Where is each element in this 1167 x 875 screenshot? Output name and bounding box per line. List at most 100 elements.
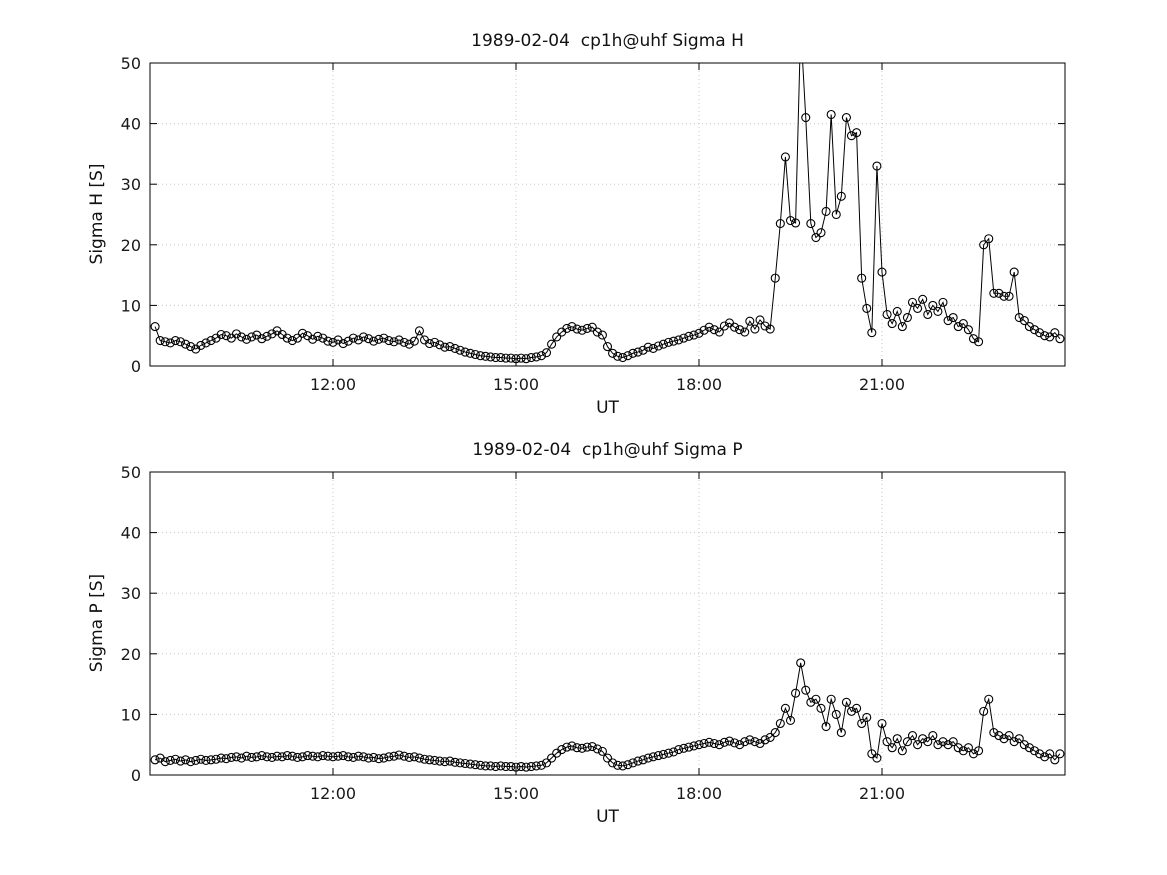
data-point-marker: [318, 333, 328, 343]
data-point-marker: [994, 731, 1004, 741]
data-point-marker: [592, 327, 602, 337]
data-point-marker: [841, 697, 851, 707]
data-point-marker: [516, 761, 526, 772]
data-point-marker: [262, 331, 272, 341]
data-point-marker: [648, 343, 658, 353]
data-point-marker: [206, 755, 216, 765]
data-point-marker: [287, 335, 297, 346]
data-point-marker: [775, 718, 785, 729]
data-point-marker: [907, 731, 918, 741]
data-point-marker: [867, 328, 877, 338]
data-point-marker: [379, 753, 389, 763]
data-point-marker: [714, 327, 724, 337]
data-point-marker: [658, 339, 668, 349]
data-point-marker: [719, 737, 729, 747]
data-point-marker: [974, 746, 984, 756]
data-point-marker: [852, 703, 862, 713]
data-point-marker: [475, 760, 485, 770]
data-point-marker: [150, 322, 160, 332]
x-tick-label: 21:00: [859, 375, 905, 394]
data-point-marker: [409, 336, 419, 346]
data-point-marker: [506, 353, 516, 363]
sigma-p-title: 1989-02-04 cp1h@uhf Sigma P: [472, 440, 743, 460]
data-point-marker: [491, 352, 501, 363]
data-point-marker: [796, 658, 806, 668]
sigma-h-plot-area: 12:00 15:00 18:00 21:00 0 10 20 30 40 50: [121, 54, 1066, 394]
data-point-marker: [247, 752, 257, 762]
data-point-marker: [323, 336, 333, 346]
data-point-marker: [974, 337, 984, 347]
data-point-marker: [923, 737, 933, 747]
data-point-marker: [984, 694, 994, 704]
data-point-marker: [364, 753, 374, 763]
data-point-marker: [536, 351, 546, 361]
data-point-marker: [374, 754, 384, 764]
data-point-marker: [979, 706, 989, 716]
data-point-marker: [1009, 267, 1019, 277]
data-point-marker: [465, 348, 475, 358]
y-tick-label: 0: [131, 357, 141, 376]
data-point-marker: [511, 354, 521, 364]
data-point-marker: [374, 334, 384, 344]
data-point-marker: [785, 216, 796, 226]
data-point-marker: [1035, 328, 1045, 338]
data-point-marker: [257, 334, 267, 344]
data-point-marker: [689, 741, 699, 751]
data-point-marker: [1029, 746, 1040, 756]
data-point-marker: [704, 737, 714, 747]
data-point-marker: [480, 761, 491, 771]
data-point-marker: [857, 718, 867, 729]
data-point-marker: [287, 751, 297, 761]
data-point-marker: [379, 333, 389, 343]
data-point-marker: [730, 322, 740, 332]
data-point-marker: [343, 752, 353, 762]
data-point-marker: [638, 755, 648, 765]
data-point-marker: [791, 218, 801, 228]
data-point-marker: [882, 737, 892, 747]
data-point-marker: [297, 328, 308, 338]
data-point-marker: [567, 322, 577, 332]
data-point-marker: [562, 323, 572, 333]
data-point-marker: [231, 329, 241, 339]
data-point-marker: [216, 329, 226, 340]
data-point-marker: [175, 337, 186, 347]
data-point-marker: [435, 756, 445, 766]
data-point-marker: [968, 749, 979, 759]
data-point-marker: [440, 757, 450, 767]
data-point-marker: [165, 755, 175, 766]
data-point-marker: [826, 109, 836, 120]
data-point-marker: [399, 337, 409, 347]
data-point-marker: [628, 758, 638, 768]
data-point-marker: [282, 333, 292, 343]
data-point-marker: [389, 337, 399, 347]
data-point-marker: [435, 340, 445, 350]
data-point-marker: [943, 740, 953, 750]
data-point-marker: [160, 337, 170, 347]
data-point-marker: [440, 342, 450, 352]
data-point-marker: [846, 131, 857, 141]
data-point-marker: [943, 315, 953, 326]
data-point-marker: [704, 322, 714, 332]
x-tick-label: 18:00: [676, 375, 722, 394]
data-point-marker: [547, 339, 557, 349]
data-point-marker: [882, 309, 892, 320]
data-point-marker: [653, 751, 663, 761]
data-point-marker: [623, 760, 633, 770]
data-point-marker: [770, 728, 780, 738]
data-point-marker: [536, 760, 546, 770]
data-point-marker: [465, 759, 475, 769]
data-point-marker: [963, 325, 973, 335]
data-point-marker: [913, 303, 923, 313]
data-point-marker: [491, 761, 501, 772]
data-point-marker: [364, 334, 374, 344]
data-point-marker: [724, 736, 735, 746]
data-point-marker: [430, 337, 440, 347]
data-point-marker: [343, 336, 353, 346]
data-point-marker: [196, 754, 206, 764]
data-point-marker: [628, 348, 638, 358]
data-point-marker: [552, 332, 562, 342]
data-point-marker: [989, 288, 999, 298]
data-point-marker: [1040, 752, 1050, 762]
data-point-marker: [394, 335, 404, 345]
data-point-marker: [816, 703, 826, 713]
